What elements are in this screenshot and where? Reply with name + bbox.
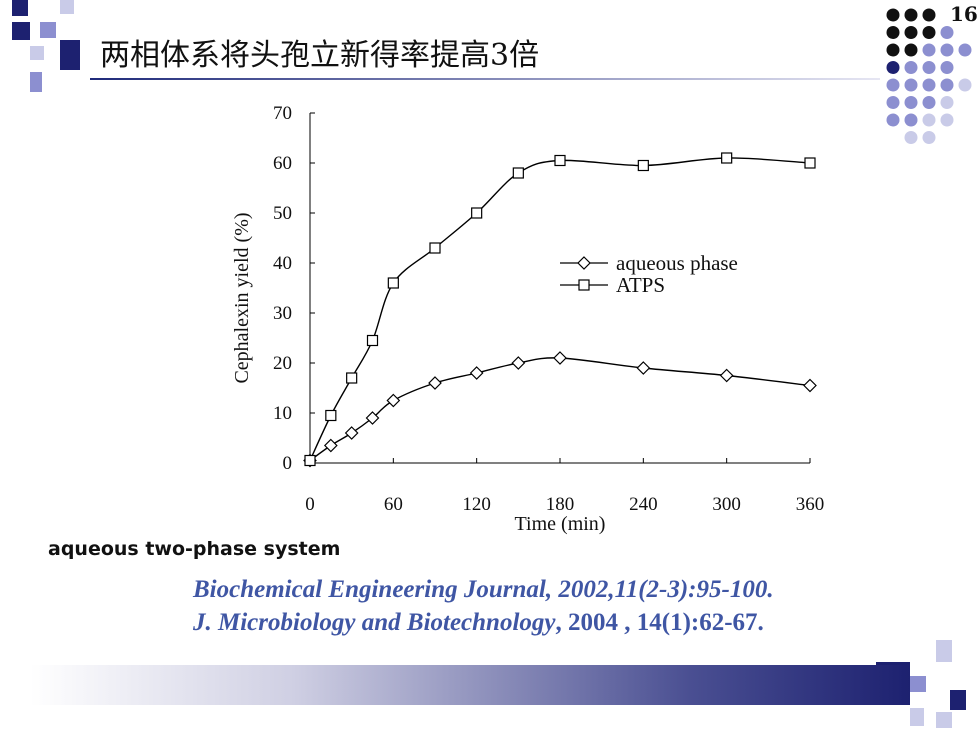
x-tick-label: 240	[629, 494, 658, 515]
data-point-series-1	[344, 426, 359, 440]
y-tick-label: 20	[273, 353, 292, 374]
data-point-series-2	[387, 277, 399, 289]
y-axis-label: Cephalexin yield (%)	[231, 212, 253, 383]
bottom-gradient-bar	[30, 665, 910, 705]
corner-square	[60, 0, 74, 14]
reference-2: J. Microbiology and Biotechnology, 2004 …	[193, 609, 764, 637]
y-tick-label: 50	[273, 203, 292, 224]
x-tick-label: 180	[546, 494, 575, 515]
series-line-2	[309, 157, 811, 461]
data-point-series-1	[386, 393, 401, 408]
data-point-series-2	[429, 242, 441, 254]
reference-2-detail: , 2004 , 14(1):62-67.	[555, 609, 764, 636]
corner-square	[30, 46, 44, 60]
x-tick-label: 0	[305, 494, 315, 515]
data-point-series-1	[428, 376, 442, 390]
data-point-series-1	[803, 378, 817, 393]
series-line-1	[309, 357, 811, 462]
corner-square	[910, 708, 924, 726]
data-point-series-2	[721, 152, 733, 164]
corner-square	[60, 40, 80, 70]
corner-square	[950, 690, 966, 710]
data-point-series-2	[366, 334, 379, 347]
y-tick-label: 40	[273, 253, 292, 274]
legend-marker	[577, 256, 591, 270]
y-tick-label: 30	[273, 303, 292, 324]
data-point-series-1	[719, 368, 734, 383]
corner-square	[936, 712, 952, 728]
legend-label: ATPS	[616, 273, 665, 297]
data-point-series-2	[512, 167, 524, 179]
data-point-series-2	[471, 207, 483, 219]
y-tick-label: 0	[283, 453, 293, 474]
corner-square	[12, 22, 30, 40]
data-point-series-2	[304, 454, 316, 467]
slide-title: 两相体系将头孢立新得率提高3倍	[100, 38, 540, 73]
data-point-series-2	[346, 372, 358, 384]
x-tick-label: 60	[384, 494, 403, 515]
data-point-series-1	[636, 361, 651, 375]
y-tick-label: 60	[273, 153, 292, 174]
x-axis-label: Time (min)	[515, 513, 606, 535]
data-point-series-1	[553, 351, 567, 365]
x-tick-label: 120	[462, 494, 491, 515]
reference-1-journal: Biochemical Engineering Journal, 2002,11…	[193, 576, 774, 603]
reference-1: Biochemical Engineering Journal, 2002,11…	[193, 576, 774, 604]
legend-marker	[578, 279, 590, 291]
y-tick-label: 70	[273, 103, 292, 124]
legend-label: aqueous phase	[616, 251, 738, 275]
data-point-series-1	[323, 438, 338, 453]
corner-square	[30, 72, 42, 92]
corner-square	[910, 676, 926, 692]
corner-square	[40, 22, 56, 38]
data-point-series-1	[511, 356, 526, 370]
page-number: 16	[950, 2, 978, 26]
corner-square	[936, 640, 952, 662]
data-point-series-2	[637, 159, 649, 172]
data-point-series-2	[804, 157, 816, 169]
cephalexin-yield-chart: 0 10 20 30 40 50 60 70 0 60 120 180 240 300 360 Time (m…	[231, 103, 825, 535]
chart-caption: aqueous two-phase system	[48, 538, 341, 560]
x-tick-label: 300	[712, 494, 741, 515]
data-point-series-1	[469, 366, 484, 380]
corner-square	[12, 0, 28, 16]
reference-2-journal: J. Microbiology and Biotechnology	[193, 609, 556, 636]
data-point-series-1	[365, 411, 380, 425]
data-point-series-2	[554, 154, 566, 167]
x-tick-label: 360	[796, 494, 825, 515]
y-tick-label: 10	[273, 403, 292, 424]
title-underline	[90, 78, 880, 80]
data-point-series-2	[325, 409, 337, 422]
